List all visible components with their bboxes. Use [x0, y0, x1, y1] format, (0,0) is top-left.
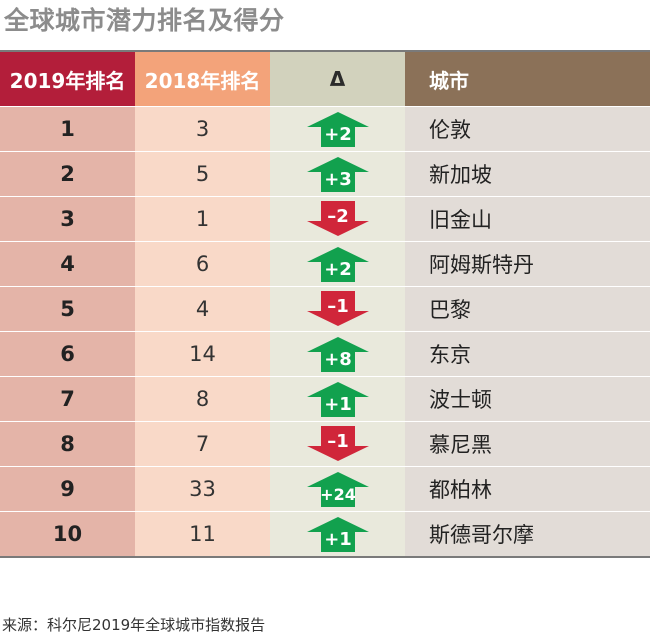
up-arrow-icon: +3 [306, 157, 369, 192]
rank-2019-cell: 3 [0, 196, 135, 242]
rank-2019-cell: 4 [0, 241, 135, 287]
rank-2018-cell: 7 [135, 421, 270, 467]
rank-2018-cell: 8 [135, 376, 270, 422]
up-arrow-icon: +8 [306, 337, 369, 372]
top-rule [0, 50, 650, 52]
delta-value: +8 [324, 349, 352, 370]
table-row: 1 3 +2 伦敦 [0, 106, 650, 152]
table-row: 8 7 –1 慕尼黑 [0, 421, 650, 467]
city-cell: 新加坡 [405, 151, 650, 197]
up-arrow-shape [306, 472, 369, 507]
delta-value: +3 [324, 169, 352, 190]
delta-cell: –2 [270, 196, 405, 242]
rank-2019-cell: 6 [0, 331, 135, 377]
header-2018-rank: 2018年排名 [135, 52, 270, 107]
city-cell: 都柏林 [405, 466, 650, 512]
up-arrow-icon: +2 [306, 112, 369, 147]
table-row: 2 5 +3 新加坡 [0, 151, 650, 197]
up-arrow-shape [306, 337, 369, 372]
up-arrow-icon: +1 [306, 382, 369, 417]
rank-2018-cell: 14 [135, 331, 270, 377]
delta-cell: –1 [270, 421, 405, 467]
up-arrow-shape [306, 382, 369, 417]
delta-value: –1 [327, 296, 349, 317]
up-arrow-shape [306, 247, 369, 282]
rank-2019-cell: 7 [0, 376, 135, 422]
city-cell: 慕尼黑 [405, 421, 650, 467]
delta-cell: +3 [270, 151, 405, 197]
rank-2018-cell: 11 [135, 511, 270, 556]
ranking-table: 2019年排名 2018年排名 Δ 城市 1 3 +2 伦敦 2 5 +3 新加坡 3 1 –2 旧金… [0, 52, 650, 556]
city-cell: 斯德哥尔摩 [405, 511, 650, 556]
rank-2019-cell: 1 [0, 106, 135, 152]
city-cell: 波士顿 [405, 376, 650, 422]
down-arrow-shape [306, 426, 369, 461]
bottom-rule [0, 556, 650, 558]
delta-cell: +24 [270, 466, 405, 512]
city-cell: 旧金山 [405, 196, 650, 242]
down-arrow-shape [306, 201, 369, 236]
rank-2018-cell: 4 [135, 286, 270, 332]
up-arrow-shape [306, 157, 369, 192]
rank-2019-cell: 2 [0, 151, 135, 197]
source-note: 来源：科尔尼2019年全球城市指数报告 [2, 616, 266, 634]
down-arrow-icon: –1 [306, 291, 369, 326]
rank-2019-cell: 8 [0, 421, 135, 467]
delta-cell: +2 [270, 106, 405, 152]
up-arrow-shape [306, 112, 369, 147]
table-row: 4 6 +2 阿姆斯特丹 [0, 241, 650, 287]
city-cell: 巴黎 [405, 286, 650, 332]
up-arrow-icon: +24 [306, 472, 369, 507]
delta-value: –2 [327, 206, 349, 227]
delta-value: +2 [324, 124, 352, 145]
delta-value: –1 [327, 431, 349, 452]
up-arrow-icon: +1 [306, 517, 369, 552]
header-row: 2019年排名 2018年排名 Δ 城市 [0, 52, 650, 107]
table-row: 5 4 –1 巴黎 [0, 286, 650, 332]
header-2019-rank: 2019年排名 [0, 52, 135, 107]
delta-value: +1 [324, 529, 352, 550]
rank-2019-cell: 9 [0, 466, 135, 512]
rank-2018-cell: 33 [135, 466, 270, 512]
up-arrow-icon: +2 [306, 247, 369, 282]
rank-2019-cell: 5 [0, 286, 135, 332]
header-delta: Δ [270, 52, 405, 107]
city-cell: 阿姆斯特丹 [405, 241, 650, 287]
up-arrow-shape [306, 517, 369, 552]
delta-cell: –1 [270, 286, 405, 332]
delta-cell: +8 [270, 331, 405, 377]
delta-cell: +1 [270, 376, 405, 422]
down-arrow-icon: –2 [306, 201, 369, 236]
rank-2019-cell: 10 [0, 511, 135, 556]
delta-value: +1 [324, 394, 352, 415]
city-cell: 东京 [405, 331, 650, 377]
table-row: 7 8 +1 波士顿 [0, 376, 650, 422]
delta-value: +2 [324, 259, 352, 280]
rank-2018-cell: 1 [135, 196, 270, 242]
down-arrow-shape [306, 291, 369, 326]
delta-value: +24 [320, 485, 356, 504]
table-row: 9 33 +24 都柏林 [0, 466, 650, 512]
table-row: 10 11 +1 斯德哥尔摩 [0, 511, 650, 556]
table-row: 3 1 –2 旧金山 [0, 196, 650, 242]
table-row: 6 14 +8 东京 [0, 331, 650, 377]
rank-2018-cell: 6 [135, 241, 270, 287]
city-cell: 伦敦 [405, 106, 650, 152]
down-arrow-icon: –1 [306, 426, 369, 461]
chart-title: 全球城市潜力排名及得分 [4, 6, 285, 35]
rank-2018-cell: 5 [135, 151, 270, 197]
delta-cell: +2 [270, 241, 405, 287]
delta-cell: +1 [270, 511, 405, 556]
rank-2018-cell: 3 [135, 106, 270, 152]
header-city: 城市 [405, 52, 650, 107]
